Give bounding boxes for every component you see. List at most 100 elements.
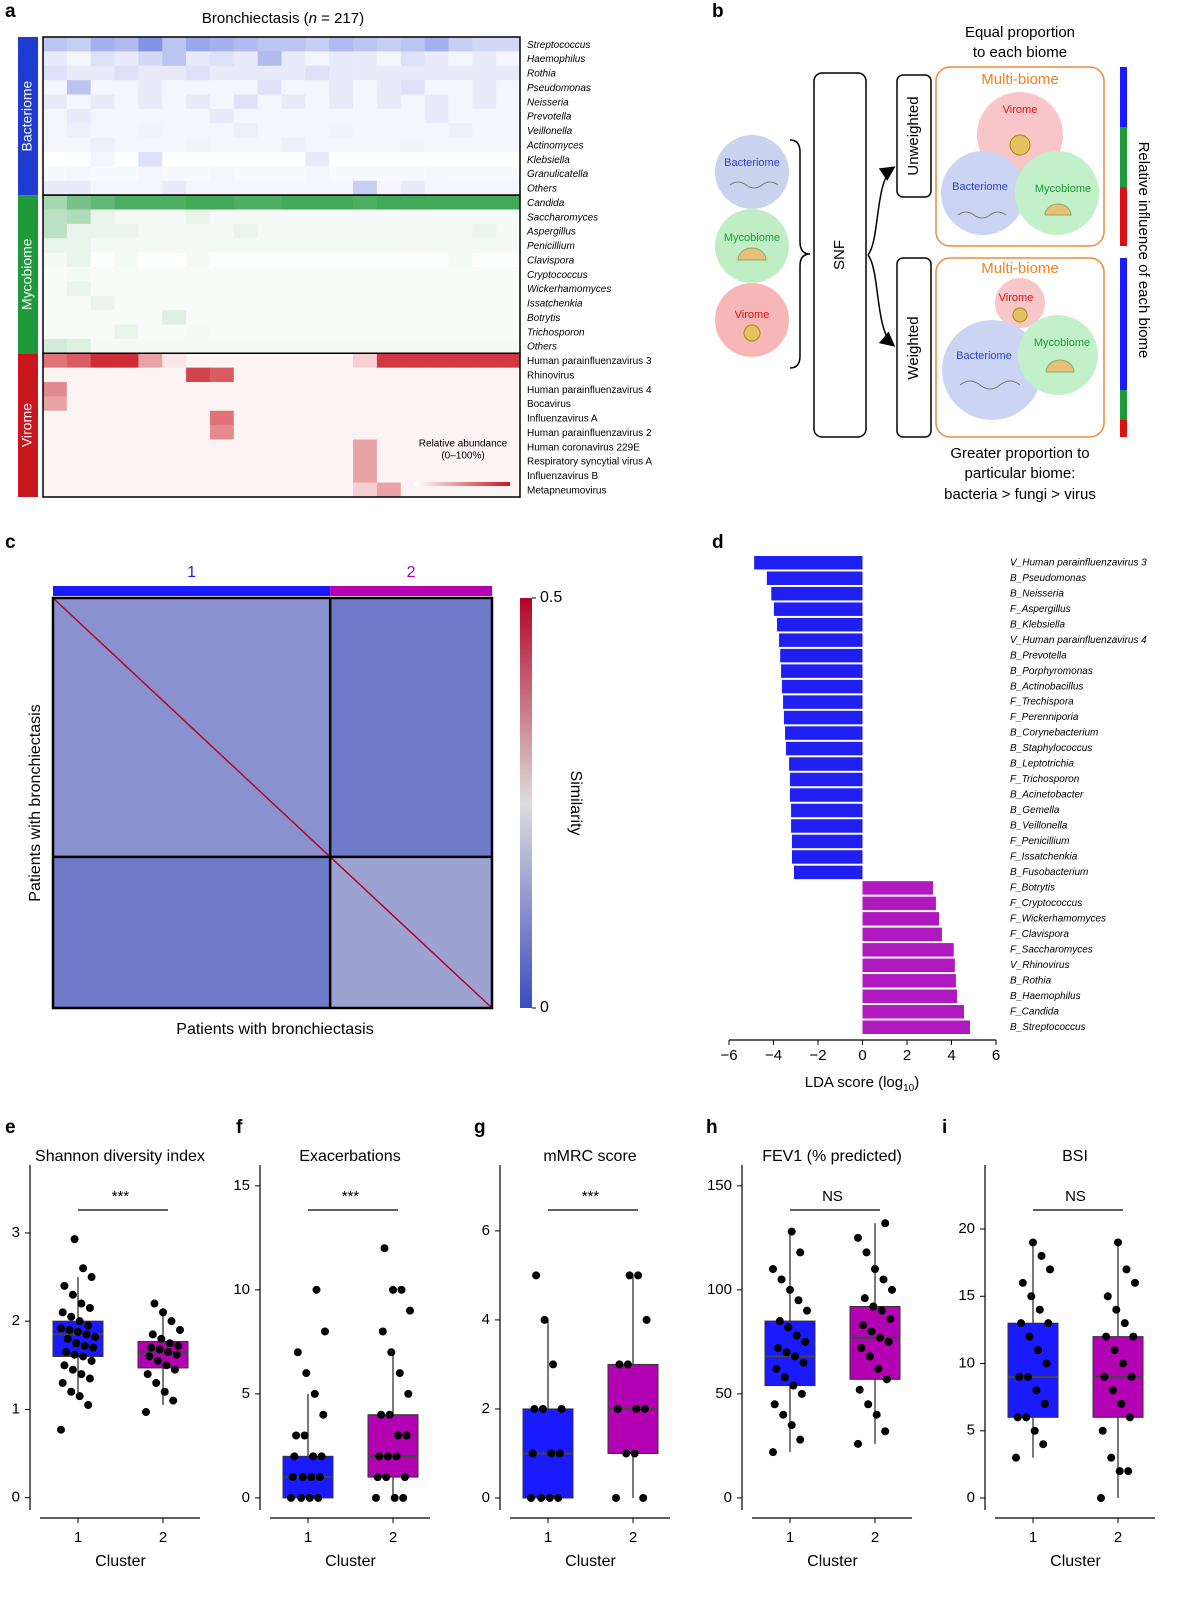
point: [1112, 1305, 1121, 1314]
row-label: Granulicatella: [527, 169, 589, 180]
point: [871, 1265, 879, 1274]
influence-bar: [1120, 390, 1127, 420]
heat-cell: [43, 382, 68, 397]
point: [865, 1352, 874, 1361]
heat-cell: [281, 310, 306, 325]
point: [288, 1473, 297, 1482]
point: [1098, 1426, 1107, 1435]
heat-cell: [162, 338, 187, 354]
heat-cell: [400, 281, 425, 297]
heat-cell: [353, 468, 378, 484]
x-tick-label: 1: [786, 1529, 794, 1546]
influence-bar: [1120, 67, 1127, 127]
x-tick-label: 0: [858, 1047, 866, 1064]
heat-cell: [257, 353, 282, 369]
heat-cell: [90, 137, 115, 153]
bar: [781, 664, 863, 678]
heat-cell: [186, 410, 211, 426]
point: [794, 1296, 803, 1305]
panel-letter: d: [712, 532, 724, 553]
heat-cell: [400, 94, 425, 110]
heat-cell: [472, 223, 497, 239]
point: [67, 1312, 76, 1321]
heat-cell: [114, 267, 139, 282]
heat-cell: [424, 382, 449, 397]
x-label-part: ): [914, 1074, 919, 1091]
heat-cell: [353, 137, 378, 153]
heat-cell: [90, 195, 115, 210]
x-tick-label: 2: [159, 1529, 167, 1546]
heat-cell: [43, 180, 68, 196]
bar: [862, 927, 942, 942]
heat-cell: [66, 382, 92, 397]
heat-cell: [376, 195, 402, 210]
heat-cell: [281, 180, 306, 196]
heat-cell: [472, 195, 497, 210]
bar-label: B_Fusobacterium: [1010, 867, 1088, 878]
point: [63, 1334, 72, 1343]
heat-cell: [186, 310, 211, 325]
point: [547, 1449, 556, 1458]
point: [884, 1337, 893, 1346]
heat-cell: [376, 468, 402, 484]
heat-cell: [90, 209, 115, 225]
bar-label: B_Porphyromonas: [1010, 666, 1093, 677]
bar-label: B_Neisseria: [1010, 588, 1064, 599]
heat-cell: [376, 37, 402, 52]
heat-cell: [90, 295, 115, 311]
heat-cell: [257, 195, 282, 210]
bar: [789, 757, 863, 771]
heat-cell: [472, 152, 497, 167]
heat-cell: [424, 94, 449, 110]
heat-cell: [329, 209, 354, 225]
heat-cell: [376, 223, 402, 239]
point: [315, 1473, 324, 1482]
heat-cell: [114, 152, 139, 167]
heat-cell: [496, 267, 521, 282]
point: [79, 1264, 88, 1273]
input-label: Bacteriome: [724, 157, 780, 169]
point: [373, 1473, 382, 1482]
heat-cell: [353, 223, 378, 239]
heat-cell: [114, 382, 139, 397]
heat-cell: [305, 439, 330, 455]
heat-cell: [114, 166, 139, 182]
panel-letter: f: [236, 1117, 243, 1138]
bar-label: V_Human parainfluenzavirus 3: [1010, 557, 1147, 568]
point: [796, 1248, 805, 1257]
point: [399, 1493, 408, 1502]
point: [155, 1345, 164, 1354]
heat-cell: [43, 267, 68, 282]
heat-cell: [233, 338, 259, 354]
heat-cell: [66, 94, 92, 110]
heat-cell: [90, 65, 115, 81]
heat-cell: [329, 238, 354, 254]
point: [780, 1373, 789, 1382]
heat-cell: [496, 195, 521, 210]
heat-cell: [472, 338, 497, 354]
heat-cell: [305, 410, 330, 426]
heat-cell: [209, 468, 235, 484]
heat-cell: [209, 396, 235, 412]
heat-cell: [186, 137, 211, 153]
point: [877, 1306, 886, 1315]
heat-cell: [114, 223, 139, 239]
y-tick-label: 0: [482, 1489, 490, 1506]
heat-cell: [400, 209, 425, 225]
point: [380, 1244, 389, 1253]
point: [57, 1324, 65, 1333]
colorbar: [520, 598, 532, 1008]
heat-cell: [43, 223, 68, 239]
heat-cell: [66, 353, 92, 369]
heat-cell: [424, 396, 449, 412]
heat-cell: [257, 209, 282, 225]
heat-cell: [448, 108, 473, 124]
heat-cell: [400, 425, 425, 440]
heat-cell: [209, 94, 235, 110]
point: [1103, 1292, 1112, 1301]
venn-label: Mycobiome: [1034, 337, 1090, 349]
x-axis-label: Cluster: [565, 1553, 616, 1570]
heat-cell: [257, 137, 282, 153]
bar: [862, 881, 934, 895]
heat-cell: [400, 166, 425, 182]
